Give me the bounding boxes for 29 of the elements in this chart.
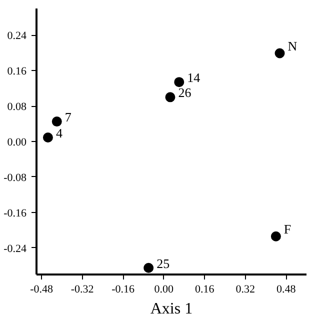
x-tick-label: -0.32 xyxy=(70,284,94,296)
point xyxy=(270,231,281,242)
point xyxy=(144,262,154,273)
annotation: 25 xyxy=(156,256,170,271)
y-tick-label: -0.08 xyxy=(4,172,27,184)
x-axis-title: Axis 1 xyxy=(150,300,193,318)
x-tick-label: 0.16 xyxy=(194,284,215,296)
point xyxy=(52,116,62,127)
y-tick-label: -0.16 xyxy=(4,207,27,220)
annotation: F xyxy=(284,221,292,236)
point xyxy=(165,92,176,102)
point xyxy=(274,48,285,58)
y-tick-label: 0.16 xyxy=(7,66,27,78)
annotation: N xyxy=(288,38,298,54)
annotation: 7 xyxy=(64,110,72,125)
y-tick-label: 0.08 xyxy=(7,101,27,114)
x-tick-label: -0.16 xyxy=(112,284,136,296)
x-tick-label: 0.00 xyxy=(154,284,174,296)
y-tick-label: -0.24 xyxy=(4,242,27,255)
y-tick-label: 0.00 xyxy=(7,136,27,148)
annotation: 26 xyxy=(178,85,192,100)
x-tick-label: -0.48 xyxy=(30,284,54,296)
point xyxy=(174,77,184,88)
x-tick-label: 0.48 xyxy=(276,284,296,296)
y-tick-label: 0.24 xyxy=(7,30,27,42)
annotation: 4 xyxy=(56,126,63,141)
x-tick-label: 0.32 xyxy=(236,284,255,296)
point xyxy=(42,132,53,142)
annotation: 14 xyxy=(187,70,201,86)
